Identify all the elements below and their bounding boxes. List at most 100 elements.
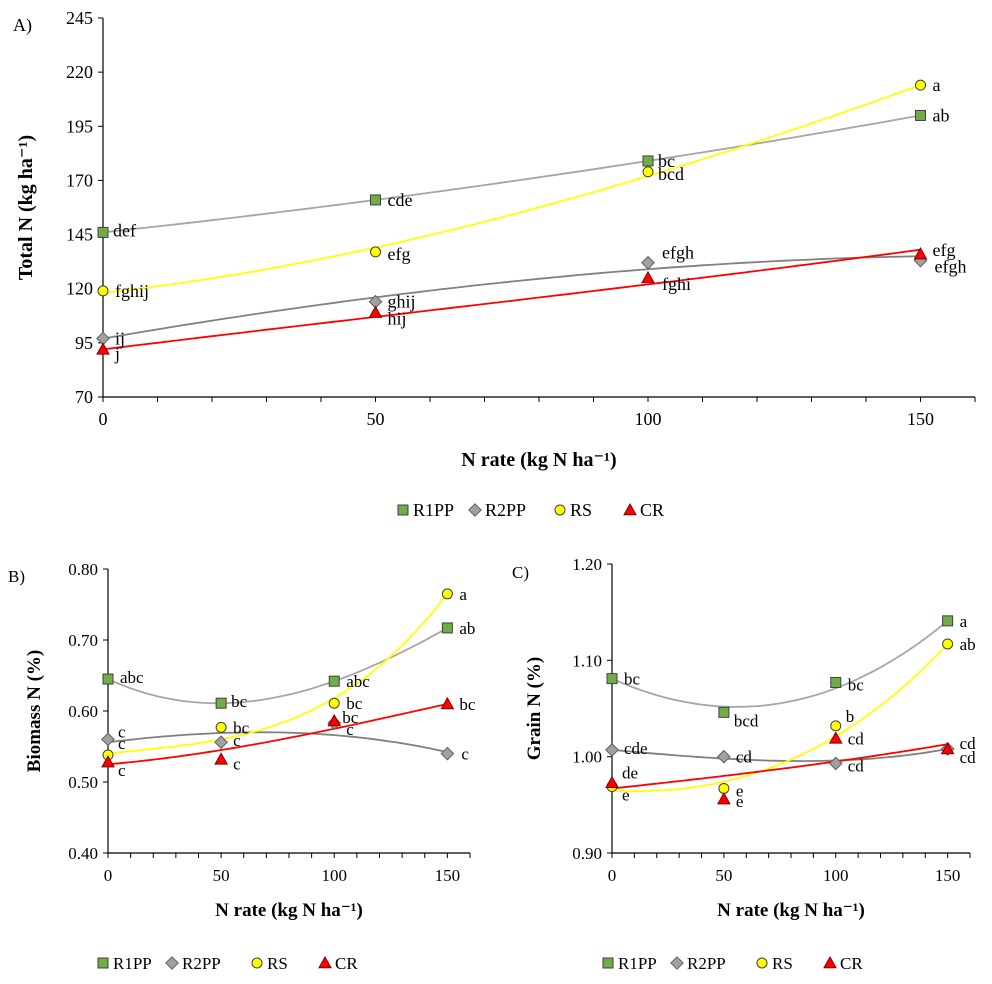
legend-marker-r1pp xyxy=(602,957,614,969)
data-label: ij xyxy=(115,329,125,349)
trendline-r2pp xyxy=(102,255,921,340)
legend-marker-r2pp xyxy=(165,956,179,970)
legend-label-r1pp: R1PP xyxy=(413,500,454,520)
legend-marker-rs xyxy=(251,957,263,969)
data-label: cd xyxy=(960,748,977,767)
series-rs: fghij efg bcd a xyxy=(97,75,941,301)
legend-marker-r1pp xyxy=(97,957,109,969)
y-tick-label: 170 xyxy=(66,170,93,190)
data-point-rs xyxy=(441,588,453,600)
data-point-rs xyxy=(97,285,109,297)
y-tick-label: 0.90 xyxy=(572,844,602,863)
legend-label-cr: CR xyxy=(840,954,863,973)
y-tick-label: 0.60 xyxy=(68,702,98,721)
data-point-r2pp xyxy=(101,732,115,747)
data-label: fghij xyxy=(115,281,149,301)
data-label: c xyxy=(461,745,469,764)
data-point-cr xyxy=(828,731,843,744)
data-label: c xyxy=(346,720,354,739)
data-label: bc xyxy=(848,675,865,694)
legend-marker-rs xyxy=(554,504,566,516)
x-tick-label: 50 xyxy=(367,409,385,429)
data-point-rs xyxy=(718,782,730,794)
trendline-cr xyxy=(107,703,448,766)
y-tick-label: 220 xyxy=(66,62,93,82)
x-tick-label: 150 xyxy=(435,866,461,885)
data-label: fghi xyxy=(662,274,691,294)
y-tick-label: 120 xyxy=(66,279,93,299)
x-tick-label: 50 xyxy=(213,866,230,885)
x-axis-title: N rate (kg N ha⁻¹) xyxy=(717,900,865,921)
data-label: abc xyxy=(120,668,144,687)
data-label: abc xyxy=(346,672,370,691)
data-point-r1pp xyxy=(915,109,926,121)
legend-label-r2pp: R2PP xyxy=(687,954,726,973)
data-point-r1pp xyxy=(102,673,114,685)
data-label: efgh xyxy=(935,257,967,277)
data-label: de xyxy=(622,764,638,783)
legend-marker-cr xyxy=(623,502,637,516)
y-tick-label: 95 xyxy=(75,333,93,353)
data-label: bcd xyxy=(734,711,759,730)
data-point-r1pp xyxy=(606,673,618,685)
data-label: bc xyxy=(233,718,250,737)
trendline-rs xyxy=(107,593,449,755)
x-tick-label: 150 xyxy=(935,866,961,885)
data-point-rs xyxy=(915,79,926,91)
data-label: cd xyxy=(736,748,753,767)
data-point-cr xyxy=(717,792,731,805)
legend: R1PP R2PP RS CR xyxy=(397,500,664,520)
data-point-rs xyxy=(215,721,227,733)
data-point-rs xyxy=(642,166,654,178)
data-point-cr xyxy=(913,247,928,260)
data-label: e xyxy=(736,792,744,811)
data-point-r1pp xyxy=(370,194,381,206)
x-tick-label: 100 xyxy=(322,866,348,885)
data-point-r1pp xyxy=(97,226,109,238)
data-label: def xyxy=(113,220,136,240)
data-label: bc xyxy=(342,708,359,727)
y-axis-title: Biomass N (%) xyxy=(24,650,45,772)
legend-label-r1pp: R1PP xyxy=(113,954,152,973)
data-point-r2pp xyxy=(605,743,619,757)
series-rs: e e b ab xyxy=(606,635,976,805)
x-tick-label: 50 xyxy=(715,866,732,885)
data-label: c xyxy=(118,734,126,753)
trendline-cr xyxy=(611,743,948,790)
data-label: a xyxy=(459,585,467,604)
legend-marker-r2pp xyxy=(468,503,482,517)
data-label: ghij xyxy=(388,292,416,312)
chart-panel-2: B) 0.40 0.50 0.60 0.70 0.80 0 50 100 150 N rate (k… xyxy=(8,560,476,973)
data-label: bc xyxy=(624,670,641,689)
data-point-r2pp xyxy=(828,756,843,771)
y-tick-label: 70 xyxy=(75,387,93,407)
y-axis-title: Grain N (%) xyxy=(524,657,545,760)
y-tick-label: 245 xyxy=(66,8,93,28)
data-point-r2pp xyxy=(716,749,731,764)
data-label: bc xyxy=(231,692,248,711)
data-point-cr xyxy=(940,741,955,755)
data-label: bc xyxy=(459,695,476,714)
data-point-r1pp xyxy=(942,615,954,627)
y-tick-label: 1.20 xyxy=(572,555,602,574)
data-label: efg xyxy=(388,244,411,264)
trendline-r1pp xyxy=(107,627,448,705)
data-label: ab xyxy=(459,619,475,638)
legend-label-rs: RS xyxy=(570,500,592,520)
data-point-cr xyxy=(96,342,110,355)
trendline-rs xyxy=(611,643,949,792)
y-tick-label: 0.40 xyxy=(68,844,98,863)
data-label: ab xyxy=(933,105,950,125)
data-point-r2pp xyxy=(214,735,229,750)
data-label: bc xyxy=(658,151,675,171)
data-point-r2pp xyxy=(641,255,655,270)
data-label: c xyxy=(233,754,241,773)
data-point-cr xyxy=(368,305,383,318)
series-r1pp: bc bcd bc a xyxy=(606,612,968,730)
data-point-cr xyxy=(641,270,655,284)
data-point-r1pp xyxy=(830,676,842,688)
data-point-cr xyxy=(605,775,619,788)
